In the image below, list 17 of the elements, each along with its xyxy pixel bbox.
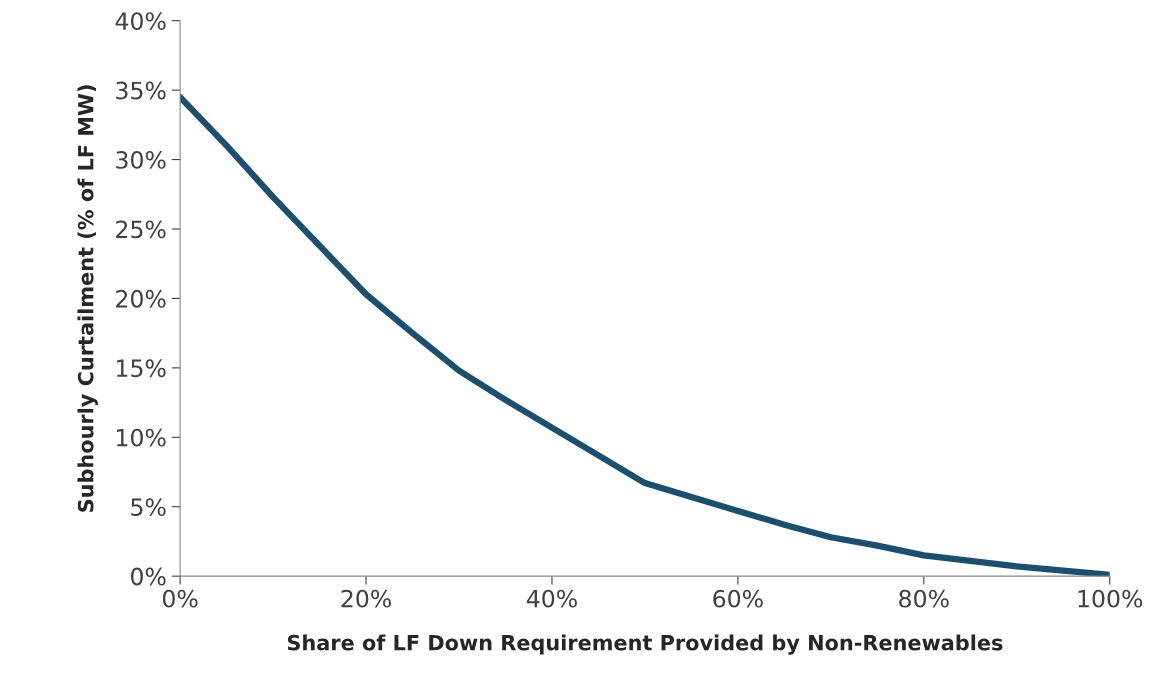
- x-tick-label: 80%: [899, 589, 949, 608]
- x-tick-label: 0%: [162, 589, 198, 608]
- y-tick-label: 15%: [117, 359, 166, 378]
- x-axis-title: Share of LF Down Requirement Provided by Non-Renewables: [287, 634, 1003, 655]
- y-tick-label: 35%: [116, 81, 166, 100]
- y-tick-label: 5%: [131, 498, 166, 517]
- y-tick-label: 40%: [115, 12, 166, 31]
- x-tick-label: 60%: [713, 589, 763, 608]
- y-tick-label: 10%: [117, 428, 166, 447]
- x-tick-label: 40%: [526, 589, 577, 608]
- y-tick-label: 0%: [131, 567, 166, 586]
- x-tick-label: 20%: [341, 589, 391, 608]
- y-axis-title: Subhourly Curtailment (% of LF MW): [77, 85, 98, 512]
- y-tick-label: 25%: [116, 220, 166, 239]
- y-tick-label: 20%: [116, 289, 166, 308]
- y-tick-label: 30%: [116, 151, 166, 169]
- x-tick-label: 100%: [1078, 589, 1143, 608]
